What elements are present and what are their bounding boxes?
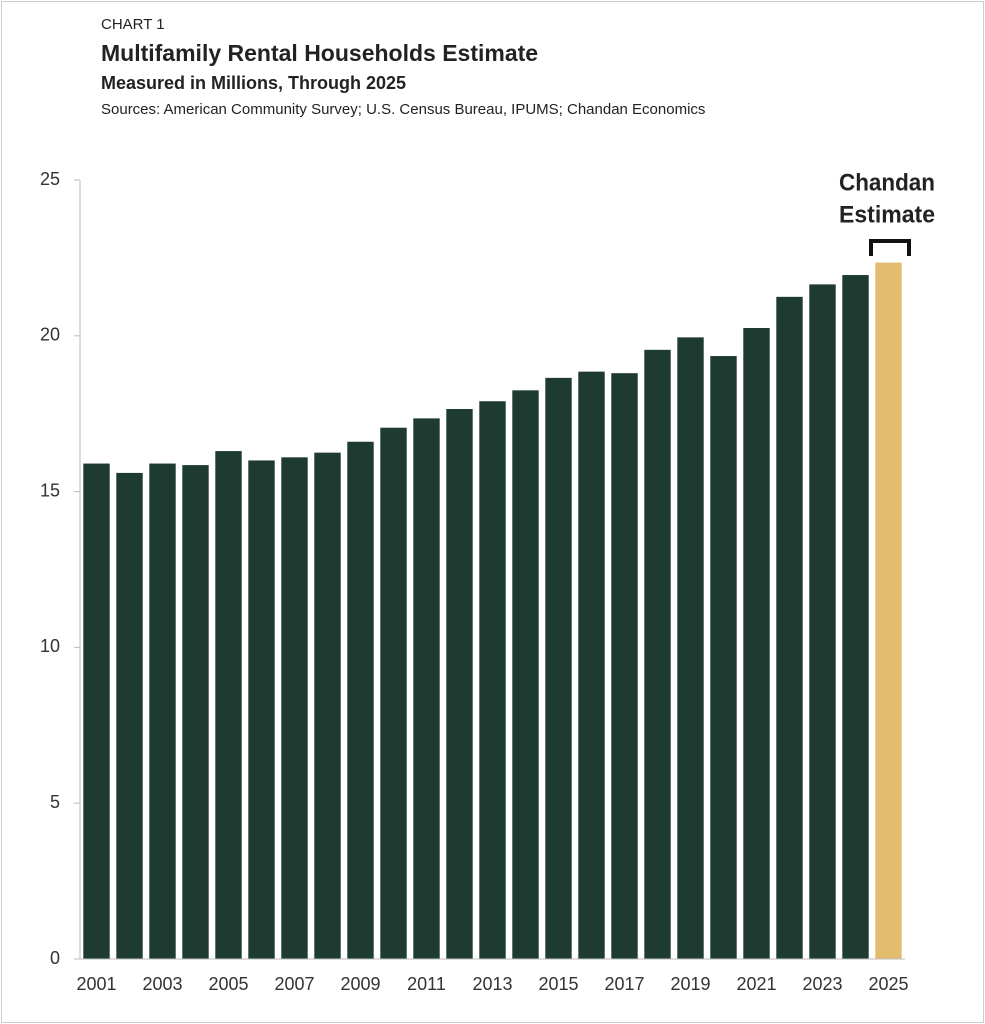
bar: [248, 460, 275, 959]
annotation: Estimate: [839, 201, 935, 228]
x-tick-label: 2007: [274, 974, 314, 994]
bar: [644, 349, 671, 959]
bar: [215, 451, 242, 959]
y-tick-label: 20: [40, 325, 60, 345]
chart-source: Sources: American Community Survey; U.S.…: [101, 101, 705, 118]
bar: [512, 390, 539, 960]
bar: [545, 377, 572, 960]
bar: [875, 262, 902, 960]
x-tick-label: 2019: [670, 974, 710, 994]
x-tick-label: 2011: [407, 974, 446, 994]
y-tick-label: 0: [50, 948, 60, 968]
x-tick-label: 2023: [802, 974, 842, 994]
bar: [809, 284, 836, 959]
x-tick-label: 2003: [142, 974, 182, 994]
x-tick-label: 2015: [538, 974, 578, 994]
bar: [83, 463, 110, 959]
y-tick-label: 25: [40, 169, 60, 189]
annotation: Chandan: [839, 169, 935, 196]
bar: [281, 457, 308, 959]
x-tick-label: 2013: [472, 974, 512, 994]
bar: [776, 296, 803, 960]
bar: [446, 409, 473, 959]
bar: [413, 418, 440, 959]
chart-title: Multifamily Rental Households Estimate: [101, 40, 538, 66]
chart-subtitle: Measured in Millions, Through 2025: [101, 73, 406, 93]
bar: [116, 472, 143, 959]
bar: [677, 337, 704, 959]
bar: [182, 465, 209, 959]
chart-label: CHART 1: [101, 16, 165, 33]
bar: [710, 356, 737, 960]
bar: [578, 371, 605, 959]
x-tick-label: 2017: [604, 974, 644, 994]
x-tick-label: 2025: [868, 974, 908, 994]
bar: [611, 373, 638, 959]
bar: [347, 441, 374, 959]
bar: [380, 427, 407, 959]
x-tick-label: 2001: [76, 974, 116, 994]
bar: [842, 275, 869, 960]
y-tick-label: 15: [40, 480, 60, 500]
y-tick-label: 10: [40, 636, 60, 656]
bracket: [869, 239, 911, 256]
bar: [479, 401, 506, 960]
bar: [743, 328, 770, 959]
bar: [314, 452, 341, 959]
x-tick-label: 2021: [736, 974, 776, 994]
bar: [149, 463, 176, 959]
y-tick-label: 5: [50, 792, 60, 812]
x-tick-label: 2009: [340, 974, 380, 994]
x-tick-label: 2005: [208, 974, 248, 994]
